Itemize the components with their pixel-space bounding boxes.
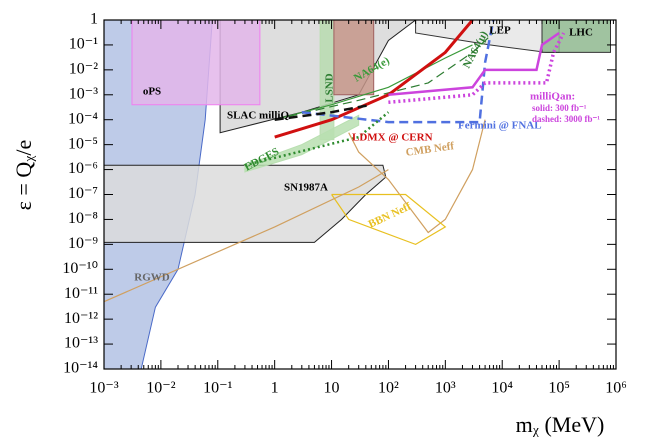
- projection-curve: [274, 103, 372, 121]
- y-tick-label: 10⁻⁹: [68, 235, 98, 252]
- y-tick-label: 10⁻⁴: [68, 110, 98, 127]
- y-axis-label: ε = Qᵪ/e: [11, 140, 36, 211]
- exclusion-region: [131, 20, 261, 106]
- y-tick-label: 10⁻¹²: [64, 310, 98, 327]
- projection-curve: [331, 193, 447, 246]
- y-tick-label: 10⁻¹⁴: [63, 360, 98, 377]
- region-label: SLAC milliQ: [227, 110, 289, 122]
- x-tick-label: 10⁻¹: [203, 380, 232, 397]
- x-tick-label: 10⁶: [605, 380, 627, 397]
- exclusion-region: [104, 164, 387, 243]
- x-tick-label: 10: [324, 380, 340, 397]
- projection-curve: [388, 31, 560, 97]
- projection-curve: [348, 119, 486, 234]
- projection-curve: [104, 169, 389, 303]
- x-tick-label: 10⁵: [548, 380, 570, 397]
- region-label: RGWD: [134, 272, 170, 284]
- x-tick-label: 10⁻²: [146, 380, 175, 397]
- projection-curve: [301, 20, 495, 124]
- y-tick-label: 10⁻⁶: [68, 160, 98, 177]
- y-tick-label: 10⁻¹¹: [64, 285, 98, 302]
- annotation: solid: 300 fb⁻¹: [532, 103, 587, 113]
- region-label: oPS: [143, 86, 161, 98]
- exclusion-region: [319, 20, 335, 141]
- curve-label: Fermini @ FNAL: [458, 120, 542, 132]
- projection-curve: [274, 32, 494, 121]
- x-tick-label: 10³: [435, 380, 456, 397]
- region-label: LSND: [324, 73, 336, 102]
- projection-curve: [388, 32, 566, 105]
- region-label: LEP: [489, 25, 511, 37]
- y-tick-label: 1: [90, 11, 98, 28]
- annotation: dashed: 3000 fb⁻¹: [532, 114, 600, 124]
- projection-curve: [274, 44, 473, 121]
- y-tick-label: 10⁻⁸: [68, 210, 98, 227]
- curve-label: milliQan:: [530, 91, 575, 103]
- y-tick-label: 10⁻¹: [69, 36, 98, 53]
- y-tick-label: 10⁻³: [69, 85, 98, 102]
- x-tick-label: 10²: [378, 380, 399, 397]
- y-tick-label: 10⁻⁷: [68, 185, 98, 202]
- region-label: LHC: [569, 27, 593, 39]
- exclusion-region: [244, 114, 360, 173]
- x-tick-label: 1: [271, 380, 279, 397]
- x-tick-label: 10⁴: [491, 380, 513, 397]
- curve-label: BBN Neff: [367, 200, 414, 230]
- y-tick-label: 10⁻¹³: [64, 335, 98, 352]
- y-tick-label: 10⁻⁵: [68, 135, 98, 152]
- y-tick-label: 10⁻¹⁰: [62, 260, 98, 277]
- region-label: SN1987A: [284, 182, 328, 194]
- x-axis-label: mᵪ (MeV): [516, 412, 605, 437]
- exclusion-region: [333, 20, 375, 96]
- x-tick-label: 10⁻³: [89, 380, 118, 397]
- y-tick-label: 10⁻²: [69, 61, 98, 78]
- plot-area: [104, 20, 611, 369]
- curve-label: LDMX @ CERN: [352, 132, 433, 144]
